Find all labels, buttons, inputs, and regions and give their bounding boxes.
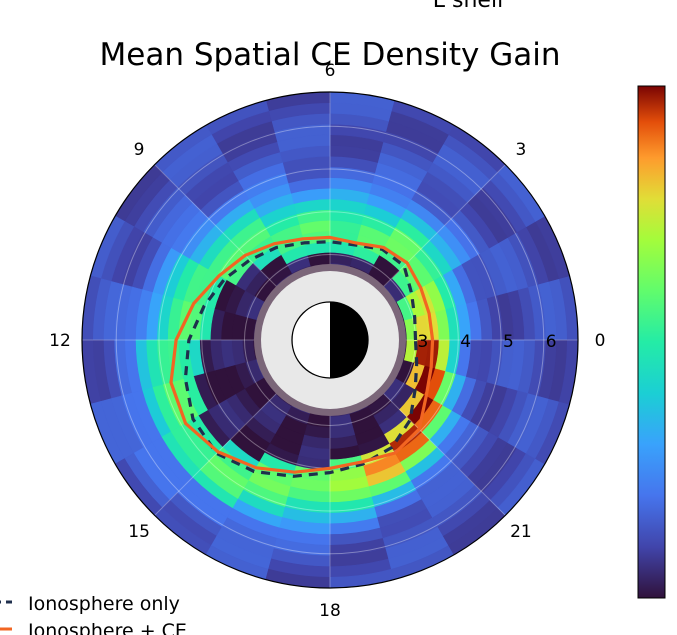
series-line-ionosphere-ce [169,235,435,474]
theta-tick-label: 15 [128,522,150,542]
theta-tick-label: 0 [595,331,606,351]
grid-circle [243,253,417,427]
radial-tick-label: 4 [460,332,471,352]
series-line-ionosphere-only [183,240,419,478]
tick-labels: 6 3 0 21 18 15 12 9 3 4 5 6 [49,61,605,621]
radial-tick-label: 5 [503,332,514,352]
theta-tick-label: 3 [515,140,526,160]
theta-tick-label: 18 [319,601,341,621]
legend-label-ionosphere-ce: Ionosphere + CE [28,620,187,635]
colorbar-gradient [637,85,666,599]
theta-tick-label: 6 [325,61,336,81]
grid-circle [115,125,545,555]
theta-tick-label: 9 [134,140,145,160]
legend: Ionosphere only Ionosphere + CE [0,593,187,635]
earth-symbol [254,264,406,416]
header-fragment: L shell [433,0,503,13]
radial-tick-label: 6 [546,332,557,352]
legend-label-ionosphere-only: Ionosphere only [28,593,180,615]
grid-circle [158,168,502,512]
polar-grid [81,91,579,589]
colorbar [637,85,666,599]
theta-tick-label: 12 [49,331,71,351]
series-lines [169,235,435,478]
earth-night-side [330,302,368,378]
chart-title: Mean Spatial CE Density Gain [100,37,561,73]
radial-tick-label: 3 [418,332,429,352]
polar-outer-frame [81,91,579,589]
theta-tick-label: 21 [510,522,532,542]
